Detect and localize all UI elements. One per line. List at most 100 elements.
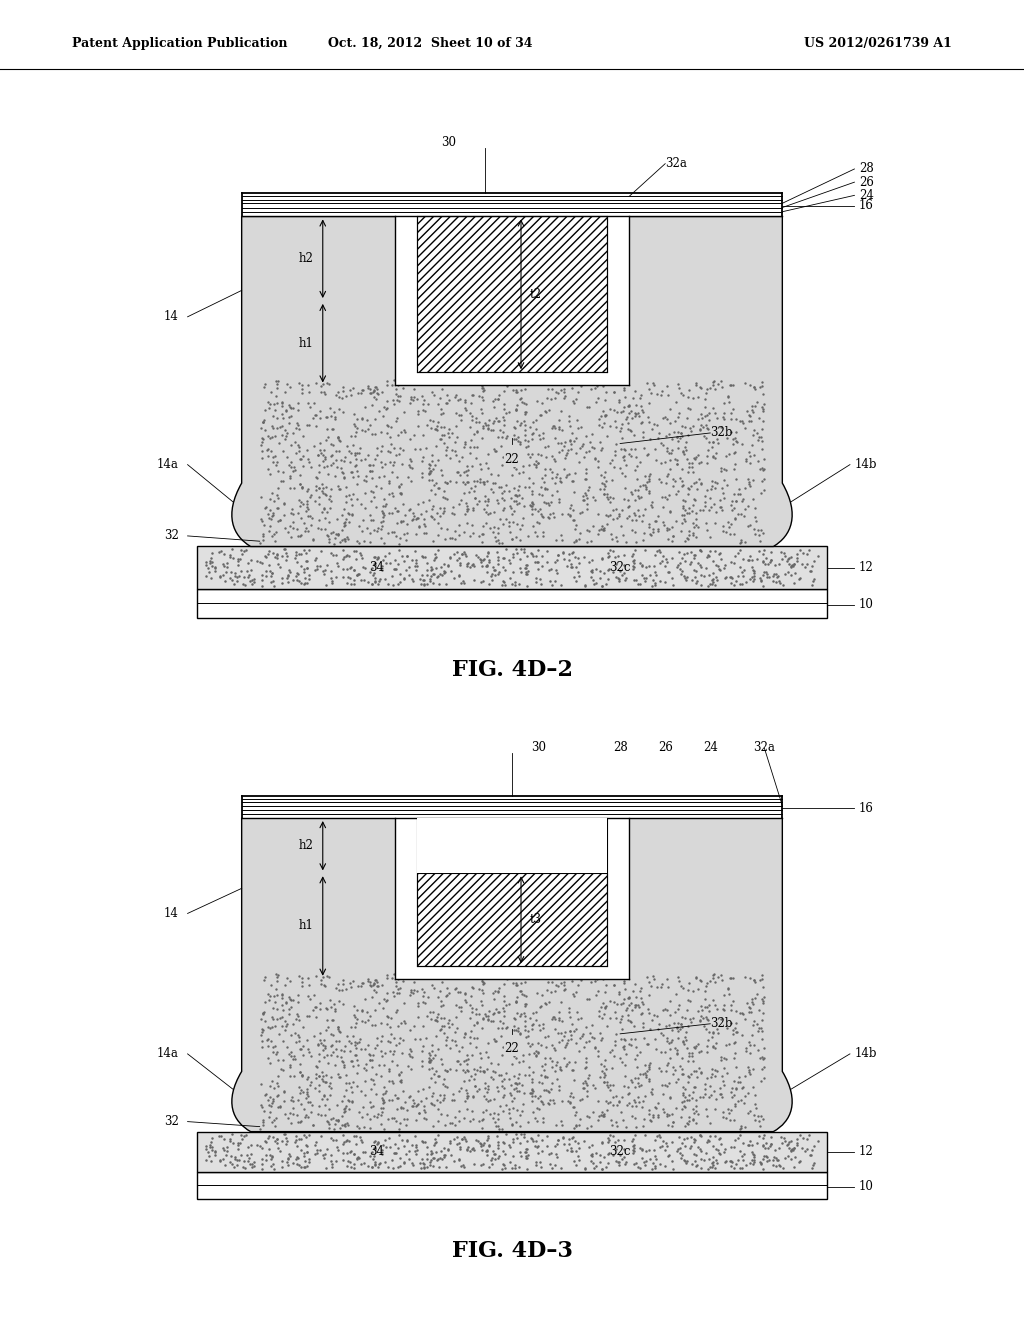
Point bbox=[393, 454, 410, 475]
Point bbox=[296, 1156, 312, 1177]
Point bbox=[394, 1130, 411, 1151]
Point bbox=[581, 520, 597, 541]
Point bbox=[490, 533, 507, 554]
Point bbox=[414, 545, 430, 566]
Point bbox=[718, 1035, 734, 1056]
Point bbox=[457, 1024, 473, 1045]
Point bbox=[481, 1104, 498, 1125]
Point bbox=[607, 546, 624, 568]
Point bbox=[317, 975, 334, 997]
Point bbox=[639, 471, 655, 492]
Point bbox=[317, 574, 334, 595]
Point bbox=[488, 1126, 505, 1147]
Point bbox=[679, 503, 695, 524]
Point bbox=[436, 1147, 453, 1168]
Point bbox=[349, 417, 366, 438]
Point bbox=[303, 1072, 319, 1093]
Point bbox=[521, 1056, 538, 1077]
Point bbox=[557, 432, 573, 453]
Point bbox=[375, 506, 391, 527]
Point bbox=[705, 1151, 721, 1172]
Point bbox=[510, 479, 526, 500]
Point bbox=[417, 1102, 433, 1123]
Point bbox=[557, 1022, 573, 1043]
Point bbox=[670, 966, 686, 987]
Point bbox=[659, 463, 676, 484]
Point bbox=[459, 500, 475, 521]
Point bbox=[453, 1001, 469, 1022]
Point bbox=[588, 985, 604, 1006]
Point bbox=[343, 1156, 359, 1177]
Point bbox=[438, 519, 455, 540]
Point bbox=[279, 545, 295, 566]
Point bbox=[353, 999, 370, 1020]
Point bbox=[237, 1150, 253, 1171]
Point bbox=[439, 1012, 456, 1034]
Point bbox=[204, 554, 220, 576]
Point bbox=[490, 1080, 507, 1101]
Point bbox=[396, 420, 413, 441]
Point bbox=[260, 445, 276, 466]
Point bbox=[512, 414, 528, 436]
Point bbox=[624, 421, 640, 442]
Point bbox=[512, 981, 528, 1002]
Point bbox=[508, 429, 524, 450]
Point bbox=[754, 457, 770, 478]
Point bbox=[660, 384, 677, 405]
Point bbox=[739, 469, 756, 490]
Point bbox=[587, 447, 603, 469]
Point bbox=[242, 570, 258, 591]
Point bbox=[745, 420, 762, 441]
Point bbox=[473, 550, 489, 572]
Point bbox=[330, 554, 346, 576]
Point bbox=[275, 539, 292, 560]
Point bbox=[395, 401, 412, 422]
Point bbox=[517, 424, 534, 445]
Point bbox=[707, 972, 723, 993]
Point bbox=[318, 998, 335, 1019]
Point bbox=[289, 1032, 305, 1053]
Point bbox=[641, 1059, 657, 1080]
Point bbox=[520, 560, 537, 581]
Point bbox=[333, 1047, 349, 1068]
Point bbox=[673, 520, 689, 541]
Point bbox=[705, 1035, 721, 1056]
Text: h1: h1 bbox=[299, 920, 313, 932]
Point bbox=[291, 418, 307, 440]
Point bbox=[648, 449, 665, 470]
Point bbox=[597, 982, 613, 1003]
Point bbox=[385, 1044, 401, 1065]
Text: Patent Application Publication: Patent Application Publication bbox=[72, 37, 287, 50]
Bar bbox=[197, 1172, 827, 1200]
Point bbox=[286, 478, 302, 499]
Bar bbox=[418, 818, 606, 874]
Point bbox=[458, 461, 474, 482]
Point bbox=[325, 1010, 341, 1031]
Point bbox=[705, 569, 721, 590]
Point bbox=[489, 1115, 506, 1137]
Point bbox=[568, 1115, 585, 1137]
Point bbox=[404, 570, 421, 591]
Point bbox=[495, 1086, 511, 1107]
Point bbox=[741, 1134, 758, 1155]
Point bbox=[383, 433, 399, 454]
Point bbox=[243, 549, 259, 570]
Point bbox=[400, 499, 417, 520]
Point bbox=[263, 1096, 280, 1117]
Point bbox=[198, 1138, 214, 1159]
Point bbox=[741, 515, 758, 536]
Point bbox=[296, 573, 312, 594]
Point bbox=[749, 983, 765, 1005]
Point bbox=[550, 433, 566, 454]
Point bbox=[330, 381, 346, 403]
Point bbox=[781, 1131, 798, 1152]
Point bbox=[614, 428, 631, 449]
Point bbox=[642, 463, 658, 484]
Point bbox=[257, 966, 273, 987]
Point bbox=[268, 454, 285, 475]
Point bbox=[230, 1138, 247, 1159]
Point bbox=[517, 1142, 534, 1163]
Point bbox=[595, 519, 611, 540]
Point bbox=[626, 553, 642, 574]
Point bbox=[493, 477, 509, 498]
